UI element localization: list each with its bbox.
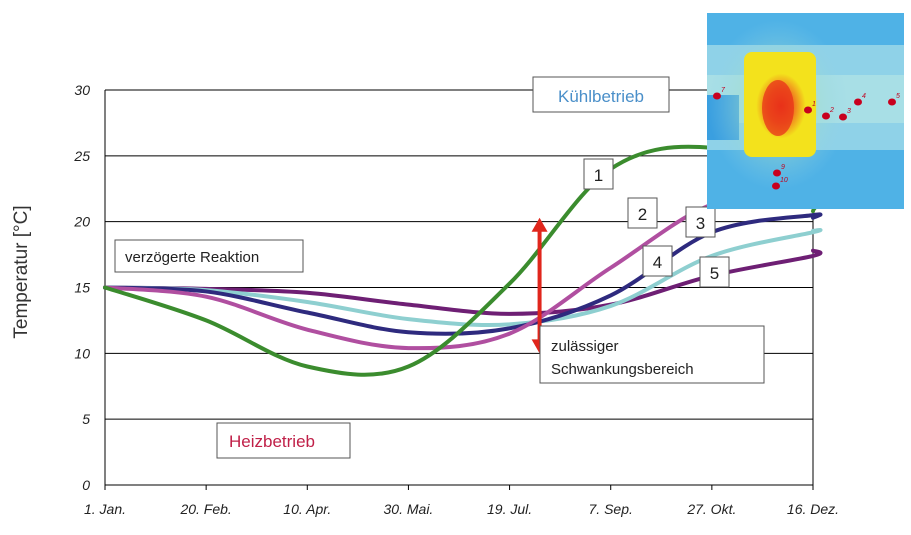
x-tick-label: 10. Apr. <box>283 501 331 517</box>
x-tick-label: 30. Mai. <box>384 501 434 517</box>
annotation-text: Heizbetrieb <box>229 432 315 451</box>
inset-point-label: 1 <box>812 101 816 108</box>
series-label-1: 1 <box>583 158 614 190</box>
inset-point-label: 3 <box>847 108 851 115</box>
y-tick-labels: 0 5 10 15 20 25 30 <box>73 82 90 493</box>
range-arrow-head-top <box>531 217 548 232</box>
y-axis-label: Temperatur [°C] <box>11 205 32 338</box>
y-tick-label: 25 <box>73 148 90 164</box>
annotation-heizbetrieb: Heizbetrieb <box>216 422 351 459</box>
inset-heatmap: 7 1 2 3 4 5 9 10 <box>707 13 904 209</box>
y-tick-label: 5 <box>82 411 90 427</box>
inset-point-label: 2 <box>829 107 834 114</box>
inset-point-1: 1 <box>804 101 816 114</box>
inset-point-label: 10 <box>780 177 788 184</box>
annotation-verzoegerte-reaktion: verzögerte Reaktion <box>114 239 304 273</box>
y-tick-label: 20 <box>73 214 90 230</box>
annotation-text: verzögerte Reaktion <box>125 249 259 266</box>
series-label-text: 5 <box>710 264 719 283</box>
series-label-text: 2 <box>638 205 647 224</box>
x-tick-label: 27. Okt. <box>686 501 736 517</box>
x-tick-labels: 1. Jan. 20. Feb. 10. Apr. 30. Mai. 19. Jul. 7… <box>84 485 839 517</box>
x-tick-label: 1. Jan. <box>84 501 126 517</box>
inset-point-3: 3 <box>839 108 851 121</box>
x-tick-label: 16. Dez. <box>787 501 839 517</box>
x-tick-label: 20. Feb. <box>179 501 231 517</box>
series-label-text: 3 <box>696 214 705 233</box>
inset-point-label: 7 <box>721 87 726 94</box>
inset-point-4: 4 <box>854 93 866 106</box>
x-tick-label: 19. Jul. <box>487 501 532 517</box>
inset-point-label: 4 <box>862 93 866 100</box>
annotation-kuehlbetrieb: Kühlbetrieb <box>532 76 670 113</box>
series-line-3 <box>103 212 823 336</box>
inset-point-label: 5 <box>896 93 900 100</box>
series-labels: 1 2 3 4 5 <box>583 158 730 288</box>
inset-point-2: 2 <box>822 107 834 120</box>
annotation-text-line1: zulässiger <box>551 338 619 355</box>
series-line-5 <box>103 248 823 316</box>
annotation-text-line2: Schwankungsbereich <box>551 361 694 378</box>
y-tick-label: 0 <box>82 477 90 493</box>
series-line-4 <box>103 228 823 328</box>
x-tick-label: 7. Sep. <box>589 501 633 517</box>
series-label-text: 4 <box>653 253 662 272</box>
y-tick-label: 30 <box>74 82 90 98</box>
inset-point-label: 9 <box>781 164 785 171</box>
series-label-4: 4 <box>642 245 673 277</box>
y-tick-label: 10 <box>74 345 90 361</box>
inset-point-5: 5 <box>888 93 900 106</box>
inset-point-9: 9 <box>773 164 785 177</box>
annotation-schwankungsbereich: zulässiger Schwankungsbereich <box>539 325 765 384</box>
series-label-3: 3 <box>685 206 716 238</box>
inset-points: 7 1 2 3 4 5 9 10 <box>713 87 900 190</box>
y-tick-label: 15 <box>74 280 90 296</box>
series-label-2: 2 <box>627 197 658 229</box>
series-label-5: 5 <box>699 256 730 288</box>
annotation-text: Kühlbetrieb <box>558 87 644 106</box>
inset-point-7: 7 <box>713 87 726 100</box>
inset-point-10: 10 <box>772 177 788 190</box>
series-label-text: 1 <box>594 166 603 185</box>
